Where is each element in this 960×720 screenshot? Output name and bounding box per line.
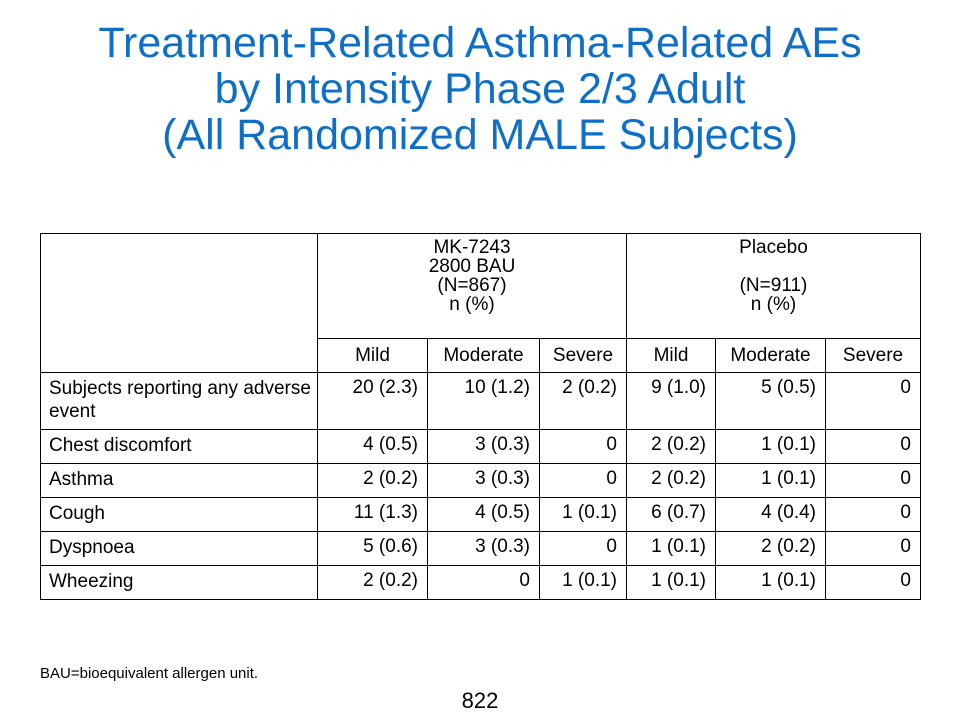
table-cell: 6 (0.7) [626,497,716,532]
table-row: Dyspnoea 5 (0.6) 3 (0.3) 0 1 (0.1) 2 (0.2) 0 [40,531,921,566]
title-line-1: Treatment-Related Asthma-Related AEs [98,19,862,67]
table-cell: 2 (0.2) [626,463,716,498]
subheader-row: Mild Moderate Severe Mild Moderate Sever… [41,338,921,373]
table-cell: 0 [539,531,627,566]
table-cell: 1 (0.1) [539,565,627,600]
table-cell: 4 (0.5) [427,497,540,532]
subheader-moderate: Moderate [427,338,540,373]
footnote: BAU=bioequivalent allergen unit. [40,665,259,682]
table-cell: 20 (2.3) [317,372,428,430]
row-label: Cough [40,497,318,532]
table-cell: 0 [825,531,921,566]
table-cell: 1 (0.1) [626,531,716,566]
table-cell: 5 (0.6) [317,531,428,566]
table-cell: 3 (0.3) [427,463,540,498]
table-cell: 1 (0.1) [626,565,716,600]
table-cell: 2 (0.2) [317,463,428,498]
table-cell: 0 [825,463,921,498]
table-cell: 5 (0.5) [715,372,826,430]
title-line-2: by Intensity Phase 2/3 Adult [214,65,746,113]
subheader-severe: Severe [539,338,627,373]
table-cell: 0 [539,429,627,464]
row-label: Chest discomfort [40,429,318,464]
table-cell: 4 (0.5) [317,429,428,464]
table-cell: 1 (0.1) [715,463,826,498]
table-cell: 1 (0.1) [539,497,627,532]
table-cell: 11 (1.3) [317,497,428,532]
subheader-mild: Mild [317,338,428,373]
table-cell: 0 [539,463,627,498]
table-cell: 0 [825,497,921,532]
table-cell: 2 (0.2) [539,372,627,430]
table-cell: 0 [825,372,921,430]
group-header-row: MK-7243 2800 BAU (N=867) n (%) Placebo (… [40,233,921,373]
corner-cell [40,233,318,373]
table-cell: 0 [825,429,921,464]
adverse-events-table: MK-7243 2800 BAU (N=867) n (%) Placebo (… [40,233,921,600]
title-line-3: (All Randomized MALE Subjects) [162,111,798,159]
table-row: Chest discomfort 4 (0.5) 3 (0.3) 0 2 (0.2) 1 … [40,429,921,464]
row-label: Dyspnoea [40,531,318,566]
table-cell: 3 (0.3) [427,531,540,566]
table-cell: 9 (1.0) [626,372,716,430]
table-cell: 0 [825,565,921,600]
table-row: Asthma 2 (0.2) 3 (0.3) 0 2 (0.2) 1 (0.1) 0 [40,463,921,498]
row-label: Asthma [40,463,318,498]
table-cell: 1 (0.1) [715,565,826,600]
subheader-mild: Mild [626,338,716,373]
table-row: Cough 11 (1.3) 4 (0.5) 1 (0.1) 6 (0.7) 4 (0.4… [40,497,921,532]
table-row: Subjects reporting any adverse event 20 (… [40,372,921,430]
table-cell: 1 (0.1) [715,429,826,464]
table-cell: 0 [427,565,540,600]
table-cell: 2 (0.2) [715,531,826,566]
table-cell: 2 (0.2) [317,565,428,600]
slide-title: Treatment-Related Asthma-Related AEs by … [0,20,960,158]
table-cell: 10 (1.2) [427,372,540,430]
row-label: Subjects reporting any adverse event [40,372,318,430]
table-row: Wheezing 2 (0.2) 0 1 (0.1) 1 (0.1) 1 (0.1) 0 [40,565,921,600]
table-cell: 2 (0.2) [626,429,716,464]
subheader-moderate: Moderate [715,338,826,373]
page-number: 822 [461,688,499,713]
row-label: Wheezing [40,565,318,600]
table-body: Subjects reporting any adverse event 20 (… [40,372,921,600]
group-header-mk7243: MK-7243 2800 BAU (N=867) n (%) [317,233,627,339]
subheader-severe: Severe [825,338,921,373]
table-cell: 3 (0.3) [427,429,540,464]
table-cell: 4 (0.4) [715,497,826,532]
group-header-placebo: Placebo (N=911) n (%) [626,233,921,339]
